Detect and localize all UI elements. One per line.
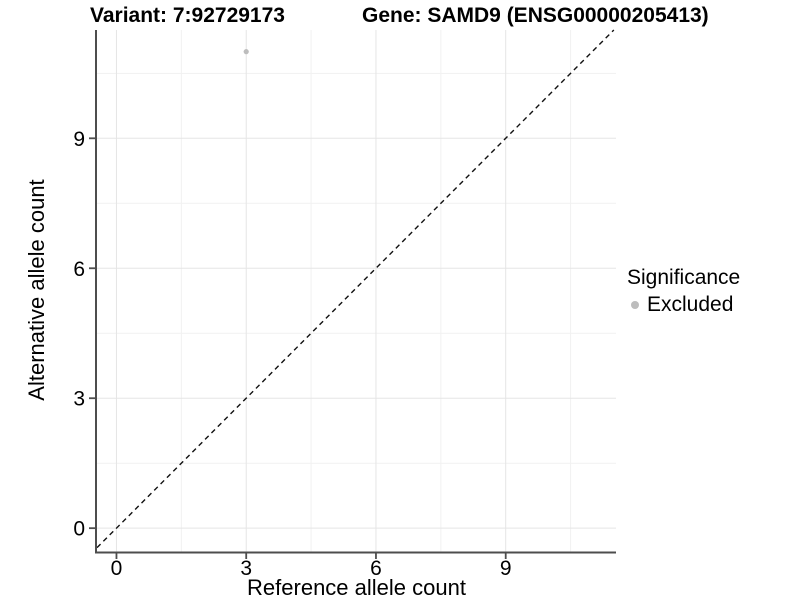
variant-title: Variant: 7:92729173	[90, 4, 285, 27]
legend-items: Excluded	[627, 292, 740, 317]
y-axis-title: Alternative allele count	[24, 179, 49, 401]
circle-icon	[631, 300, 639, 309]
y-tick-label: 0	[73, 518, 85, 541]
legend-item: Excluded	[627, 292, 740, 317]
gene-title: Gene: SAMD9 (ENSG00000205413)	[362, 4, 709, 27]
legend: Significance Excluded	[627, 265, 740, 317]
x-axis-title: Reference allele count	[247, 575, 466, 600]
data-point-excluded	[243, 49, 249, 55]
y-tick-label: 9	[73, 128, 85, 151]
x-tick-label: 0	[111, 557, 123, 580]
y-tick-label: 3	[73, 388, 85, 411]
x-tick-label: 9	[500, 557, 512, 580]
x-tick-label: 6	[370, 557, 382, 580]
legend-title: Significance	[627, 266, 741, 289]
legend-item-label: Excluded	[647, 293, 734, 316]
x-tick-label: 3	[240, 557, 252, 580]
y-tick-label: 6	[73, 258, 85, 281]
identity-reference-line	[96, 29, 615, 549]
